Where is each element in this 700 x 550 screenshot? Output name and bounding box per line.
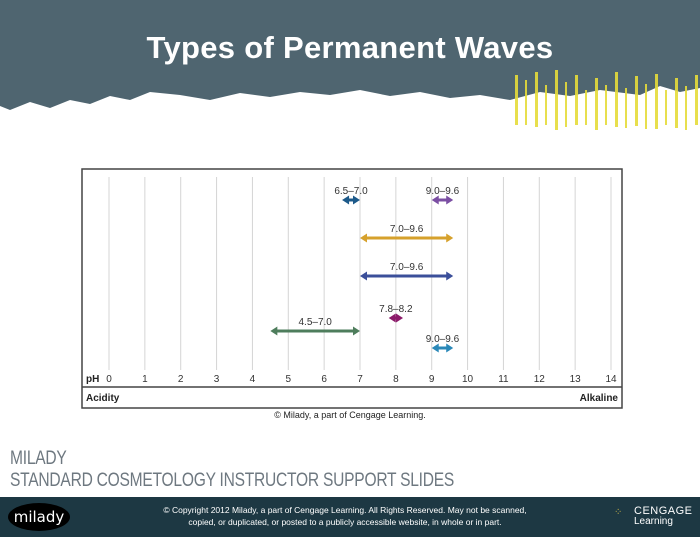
arrow-head-left: [388, 313, 396, 323]
tick-label: 6: [321, 374, 327, 385]
x-axis-label: pH: [86, 374, 99, 385]
cengage-learning: Learning: [634, 516, 673, 527]
copyright-line-2: copied, or duplicated, or posted to a pu…: [188, 517, 502, 527]
arrow-head-right: [396, 313, 404, 323]
copyright-line-1: © Copyright 2012 Milady, a part of Cenga…: [163, 505, 527, 515]
range-label: 9.0–9.6: [426, 334, 460, 345]
chart-frame: [81, 168, 623, 409]
arrow-head-right: [446, 343, 454, 353]
arrow-head-right: [446, 233, 454, 243]
arrow-head-left: [360, 233, 367, 243]
tick-label: 1: [142, 374, 148, 385]
range-label: 4.5–7.0: [298, 317, 332, 328]
cengage-dots-icon: ⁘: [614, 507, 623, 518]
arrow-head-right: [446, 195, 454, 205]
alkaline-label: Alkaline: [580, 393, 619, 404]
range-label: 7.0–9.6: [390, 224, 424, 235]
slide-title: Types of Permanent Waves: [146, 30, 554, 65]
range-label: 6.5–7.0: [334, 186, 368, 197]
tick-label: 2: [178, 374, 184, 385]
range-label: 7.0–9.6: [390, 262, 424, 273]
arrow-head-left: [431, 195, 439, 205]
arrow-head-left: [270, 326, 278, 336]
tick-label: 11: [498, 374, 509, 385]
tick-label: 7: [357, 374, 363, 385]
tick-label: 9: [429, 374, 435, 385]
tick-label: 12: [534, 374, 546, 385]
range-label: 7.8–8.2: [379, 304, 413, 315]
tick-label: 10: [462, 374, 474, 385]
tick-label: 14: [605, 374, 617, 385]
tick-label: 4: [250, 374, 256, 385]
arrow-head-left: [342, 195, 350, 205]
arrow-head-right: [446, 271, 454, 281]
tick-label: 0: [106, 374, 112, 385]
acidity-label: Acidity: [86, 393, 120, 404]
footer-bar: milady © Copyright 2012 Milady, a part o…: [0, 497, 700, 537]
tick-label: 3: [214, 374, 220, 385]
arrow-head-right: [353, 326, 360, 336]
tick-label: 13: [570, 374, 582, 385]
cengage-name: CENGAGE: [634, 505, 693, 517]
copyright-text: © Copyright 2012 Milady, a part of Cenga…: [140, 504, 550, 528]
brand-line-2: STANDARD COSMETOLOGY INSTRUCTOR SUPPORT …: [10, 470, 455, 491]
tick-label: 8: [393, 374, 399, 385]
chart-credit: © Milady, a part of Cengage Learning.: [274, 410, 426, 420]
arrow-head-left: [360, 271, 367, 281]
arrow-head-left: [431, 343, 439, 353]
milady-logo: milady: [8, 503, 70, 531]
brand-line-1: MILADY: [10, 448, 67, 469]
arrow-head-right: [353, 195, 360, 205]
range-label: 9.0–9.6: [426, 186, 460, 197]
tick-label: 5: [286, 374, 292, 385]
header-banner: [0, 0, 700, 130]
